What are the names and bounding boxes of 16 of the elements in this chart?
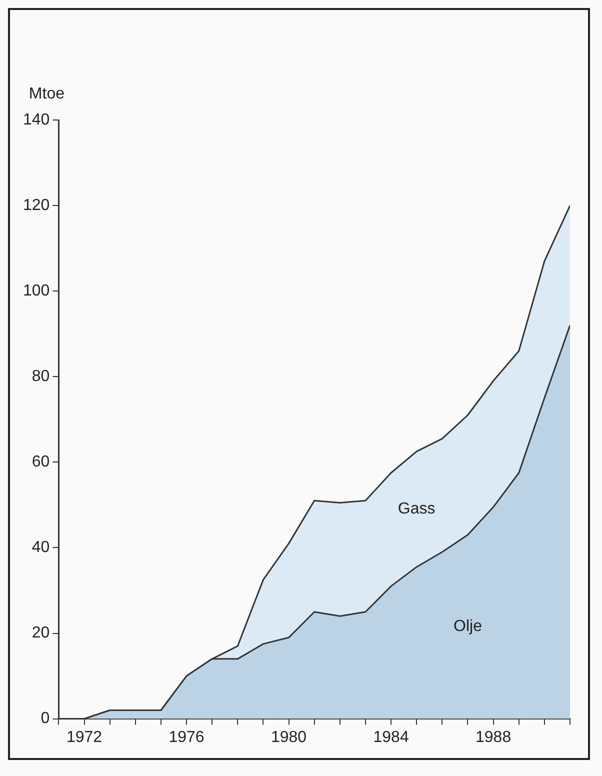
y-tick-label: 100 [22, 282, 50, 300]
y-tick-label: 20 [32, 624, 50, 642]
y-tick-label: 140 [22, 111, 50, 128]
x-tick-label: 1972 [66, 728, 102, 746]
y-tick-label: 120 [22, 196, 50, 214]
y-tick-label: 0 [40, 710, 50, 728]
y-tick-label: 60 [32, 454, 50, 471]
series-label: Gass [398, 500, 436, 518]
y-tick-label: 80 [32, 368, 50, 386]
x-tick-label: 1984 [373, 728, 409, 746]
x-tick-label: 1976 [168, 728, 204, 746]
x-tick-label: 1988 [476, 728, 512, 746]
y-tick-label: 40 [32, 539, 50, 556]
y-axis-title: Mtoe [28, 85, 65, 102]
x-tick-label: 1980 [270, 728, 307, 746]
series-label: Olje [454, 618, 482, 636]
